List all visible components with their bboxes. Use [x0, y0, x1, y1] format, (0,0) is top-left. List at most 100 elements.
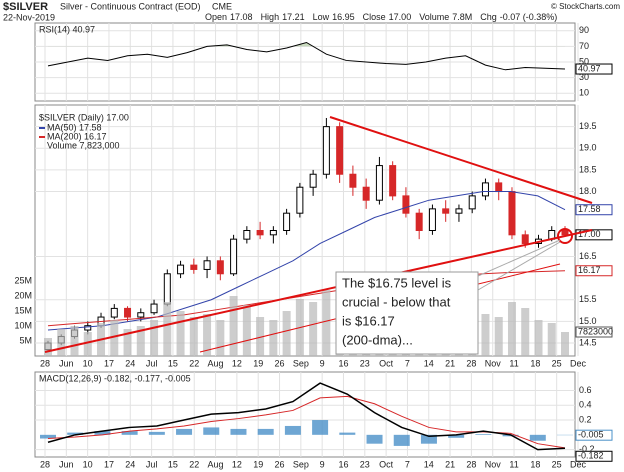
- candle-body: [190, 264, 198, 270]
- candle-body: [256, 230, 264, 236]
- highlight-circle: [557, 228, 573, 244]
- quote-value: -0.07 (-0.38%): [500, 12, 558, 22]
- volume-bar: [163, 302, 172, 356]
- value-tag-label: 40.97: [578, 63, 601, 73]
- candle-body: [230, 238, 238, 275]
- x-tick-label: 14: [424, 459, 434, 469]
- volume-bar: [70, 326, 79, 356]
- value-tag: [575, 450, 613, 462]
- candle-body: [150, 303, 158, 314]
- y-tick-label: 50: [579, 56, 589, 66]
- macd-histogram-bar: [67, 432, 84, 435]
- x-tick-label: Jun: [59, 358, 74, 368]
- volume-bar: [216, 320, 225, 356]
- candle-body: [203, 260, 211, 270]
- macd-histogram-bar: [448, 434, 465, 438]
- rsi-line: [47, 41, 566, 71]
- macd-histogram-bar: [393, 434, 410, 446]
- x-tick-label: 7: [405, 358, 410, 368]
- macd-histogram-bar: [176, 428, 193, 435]
- candle-body: [508, 191, 516, 236]
- candle-body: [110, 307, 118, 318]
- x-tick-label: 16: [338, 459, 348, 469]
- annotation-text: is $16.17: [342, 313, 395, 328]
- value-tag: [575, 265, 613, 277]
- candle-body: [124, 307, 132, 318]
- volume-bar: [83, 332, 92, 356]
- candle-body: [296, 186, 304, 214]
- x-tick-label: 26: [275, 459, 285, 469]
- candle-body: [481, 182, 489, 197]
- x-tick-label: Nov: [485, 459, 502, 469]
- symbol: $SILVER: [3, 1, 48, 13]
- quote-value: 17.08: [230, 12, 253, 22]
- callout-line: [477, 241, 561, 291]
- x-tick-label: 16: [338, 358, 348, 368]
- value-tag-label: -0.182: [578, 451, 604, 461]
- candle-body: [349, 173, 357, 188]
- ma-line: [47, 191, 566, 331]
- volume-bar: [136, 326, 145, 356]
- volume-bar: [189, 317, 198, 356]
- volume-bar: [242, 305, 251, 356]
- x-tick-label: 12: [232, 459, 242, 469]
- x-tick-label: Dec: [570, 459, 587, 469]
- volume-bar: [534, 320, 543, 356]
- annotation-text: (200-dma)...: [342, 332, 413, 347]
- y-tick-label: 30: [579, 72, 589, 82]
- y-tick-label: 19.0: [579, 143, 597, 153]
- candle-body: [495, 182, 503, 193]
- price-legend: $SILVER (Daily) 17.00: [39, 112, 129, 122]
- candle-body: [163, 273, 171, 305]
- legend-entry: MA(200) 16.17: [47, 131, 107, 141]
- y-tick-label: 0.2: [579, 414, 592, 424]
- quote-label: Open: [205, 12, 227, 22]
- y-tick-label: 5M: [19, 335, 32, 345]
- volume-bar: [203, 314, 212, 356]
- candle-body: [521, 234, 529, 244]
- value-tag-label: 17.00: [578, 229, 601, 239]
- volume-bar: [481, 314, 490, 356]
- value-tag-label: 7823000: [578, 326, 613, 336]
- macd-histogram-bar: [475, 434, 492, 435]
- value-tag-label: -0.005: [578, 430, 604, 440]
- quote-value: 17.21: [282, 12, 305, 22]
- candle-body: [402, 195, 410, 214]
- value-tag-label: 17.58: [578, 204, 601, 214]
- y-tick-label: 15M: [14, 305, 32, 315]
- macd-histogram-bar: [339, 432, 356, 435]
- candle-body: [269, 230, 277, 236]
- y-tick-label: 20M: [14, 290, 32, 300]
- candle-body: [561, 230, 569, 236]
- macd-histogram-bar: [203, 427, 220, 435]
- y-tick-label: 0.4: [579, 400, 592, 410]
- legend-entry: MA(50) 17.58: [47, 122, 102, 132]
- volume-bar: [507, 302, 516, 356]
- x-tick-label: Jul: [146, 358, 158, 368]
- x-tick-label: 17: [104, 358, 114, 368]
- volume-bar: [229, 296, 238, 356]
- macd-histogram-bar: [148, 431, 165, 435]
- volume-bar: [269, 320, 278, 356]
- x-tick-label: 21: [445, 358, 455, 368]
- y-tick-label: 15.5: [579, 294, 597, 304]
- macd-histogram-bar: [420, 434, 437, 444]
- x-tick-label: 17: [104, 459, 114, 469]
- x-tick-label: 25: [552, 358, 562, 368]
- y-tick-label: 18.5: [579, 164, 597, 174]
- volume-bar: [123, 329, 132, 356]
- y-tick-label: 19.5: [579, 121, 597, 131]
- x-tick-label: Jul: [146, 459, 158, 469]
- x-tick-label: 15: [168, 358, 178, 368]
- y-tick-label: 16.5: [579, 251, 597, 261]
- candle-body: [415, 212, 423, 231]
- quote-value: 16.95: [332, 12, 355, 22]
- candle-body: [283, 212, 291, 231]
- x-tick-label: 28: [466, 459, 476, 469]
- volume-bar: [494, 317, 503, 356]
- x-tick-label: 25: [552, 459, 562, 469]
- macd-legend: MACD(12,26,9) -0.182, -0.177, -0.005: [39, 373, 191, 383]
- x-tick-label: 12: [232, 358, 242, 368]
- x-tick-label: 19: [253, 459, 263, 469]
- x-tick-label: 18: [530, 459, 540, 469]
